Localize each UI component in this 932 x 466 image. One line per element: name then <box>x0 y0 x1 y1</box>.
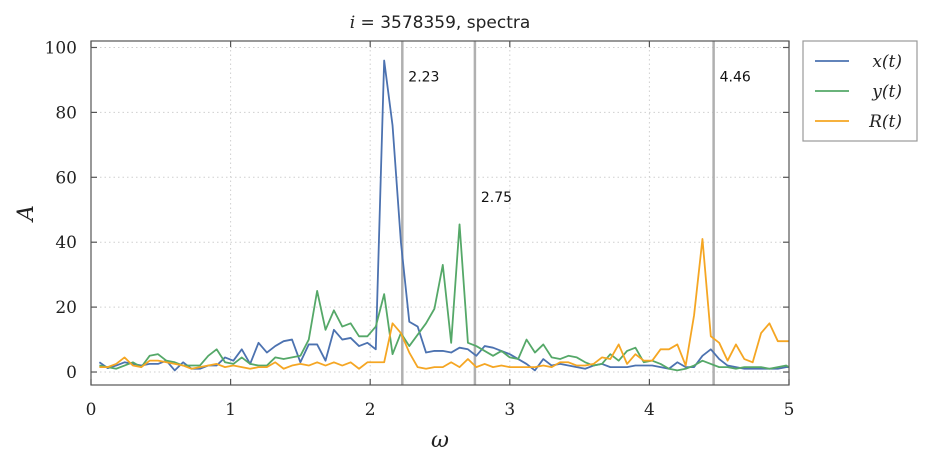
title-suffix: spectra <box>467 13 531 33</box>
title-variable: i <box>350 13 355 33</box>
x-tick-label: 2 <box>365 400 376 420</box>
y-axis-label: A <box>14 205 39 223</box>
title-equation: = 3578359, <box>355 13 467 33</box>
x-tick-label: 1 <box>225 400 236 420</box>
x-axis-label: ω <box>431 428 449 453</box>
y-tick-label: 100 <box>45 38 77 58</box>
series-line <box>99 223 789 372</box>
y-tick-label: 80 <box>55 103 77 123</box>
y-tick-label: 60 <box>55 168 77 188</box>
series-line <box>98 59 789 372</box>
x-tick-label: 0 <box>86 400 97 420</box>
vertical-marker-labels: 2.23 2.75 4.46 <box>408 70 751 206</box>
plot-frame <box>90 40 790 386</box>
legend-label: x(t) <box>872 52 902 72</box>
series-lines <box>98 59 789 372</box>
legend-label: y(t) <box>871 82 902 102</box>
vline-label: 2.75 <box>481 190 512 206</box>
y-tick-label: 20 <box>55 298 77 318</box>
series-line <box>99 238 789 370</box>
x-tick-label: 3 <box>504 400 515 420</box>
y-tick-label: 40 <box>55 233 77 253</box>
legend: x(t) y(t) R(t) <box>802 40 918 142</box>
y-tick-label: 0 <box>66 363 77 383</box>
chart-title: i = 3578359, spectra <box>350 13 531 33</box>
axis-ticks: 0 1 2 3 4 5 0 20 40 60 80 100 <box>45 38 795 420</box>
vline-label: 2.23 <box>408 70 439 86</box>
vertical-markers <box>401 41 715 385</box>
legend-label: R(t) <box>868 112 902 132</box>
vline-label: 4.46 <box>720 70 751 86</box>
x-tick-label: 5 <box>784 400 795 420</box>
x-tick-label: 4 <box>644 400 655 420</box>
grid-lines <box>90 41 790 385</box>
